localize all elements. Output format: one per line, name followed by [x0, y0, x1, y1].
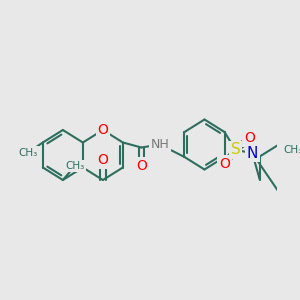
- Text: O: O: [98, 123, 108, 137]
- Text: CH₃: CH₃: [65, 161, 85, 171]
- Text: N: N: [247, 146, 258, 160]
- Text: S: S: [231, 142, 241, 158]
- Text: CH₃: CH₃: [18, 148, 38, 158]
- Text: O: O: [136, 158, 147, 172]
- Text: O: O: [244, 131, 255, 145]
- Text: O: O: [219, 157, 230, 171]
- Text: O: O: [98, 153, 108, 167]
- Text: CH₃: CH₃: [283, 145, 300, 155]
- Text: NH: NH: [151, 138, 169, 151]
